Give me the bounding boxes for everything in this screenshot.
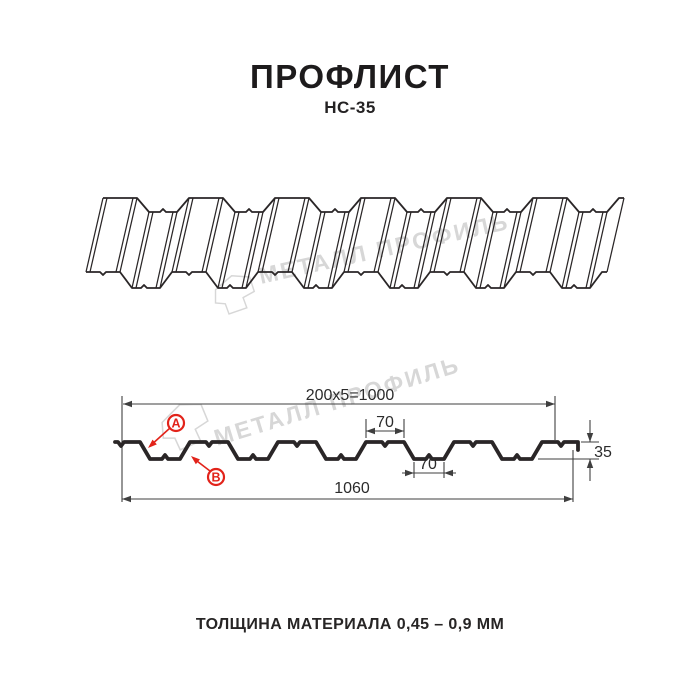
- marker-b-circle: [206, 467, 226, 487]
- dimension-arrowhead: [564, 495, 573, 503]
- marker-a-circle: [166, 413, 186, 433]
- profile-3d-view: [85, 197, 625, 289]
- dimension-arrowhead: [123, 400, 132, 408]
- dimension-lines: [121, 396, 599, 503]
- dim-crest-width: 70: [376, 414, 394, 431]
- dim-valley-width: 70: [419, 456, 437, 473]
- dimension-arrowhead: [586, 433, 594, 442]
- material-thickness-note: ТОЛЩИНА МАТЕРИАЛА 0,45 – 0,9 ММ: [195, 616, 505, 633]
- dim-overall-width: 1060: [334, 480, 370, 497]
- callout-markers: AB: [148, 413, 226, 487]
- marker-b-label: B: [211, 471, 220, 485]
- dimension-arrowhead: [444, 469, 453, 477]
- dim-profile-height: 35: [594, 444, 612, 461]
- marker-a-label: A: [171, 417, 180, 431]
- brand-logo-icon: [214, 275, 256, 315]
- dimension-arrowhead: [395, 427, 404, 435]
- dimension-arrowhead: [405, 469, 414, 477]
- callout-arrowhead-a: [148, 439, 157, 448]
- page-title: ПРОФЛИСТ: [250, 58, 450, 95]
- dimension-arrowhead: [586, 459, 594, 468]
- longitudinal-rib-lines: [85, 197, 625, 289]
- dimension-arrowhead: [366, 427, 375, 435]
- back-edge-profile: [103, 197, 624, 213]
- front-edge-profile: [86, 271, 607, 289]
- dim-module-width: 200x5=1000: [306, 387, 395, 404]
- profile-model-label: НС-35: [324, 98, 376, 117]
- cross-section-view: 200x5=1000 70 70 1060 35: [113, 387, 612, 503]
- dimension-arrowhead: [122, 495, 131, 503]
- dimension-arrowhead: [546, 400, 555, 408]
- callout-arrowhead-b: [191, 456, 200, 465]
- profile-outline: [113, 440, 580, 461]
